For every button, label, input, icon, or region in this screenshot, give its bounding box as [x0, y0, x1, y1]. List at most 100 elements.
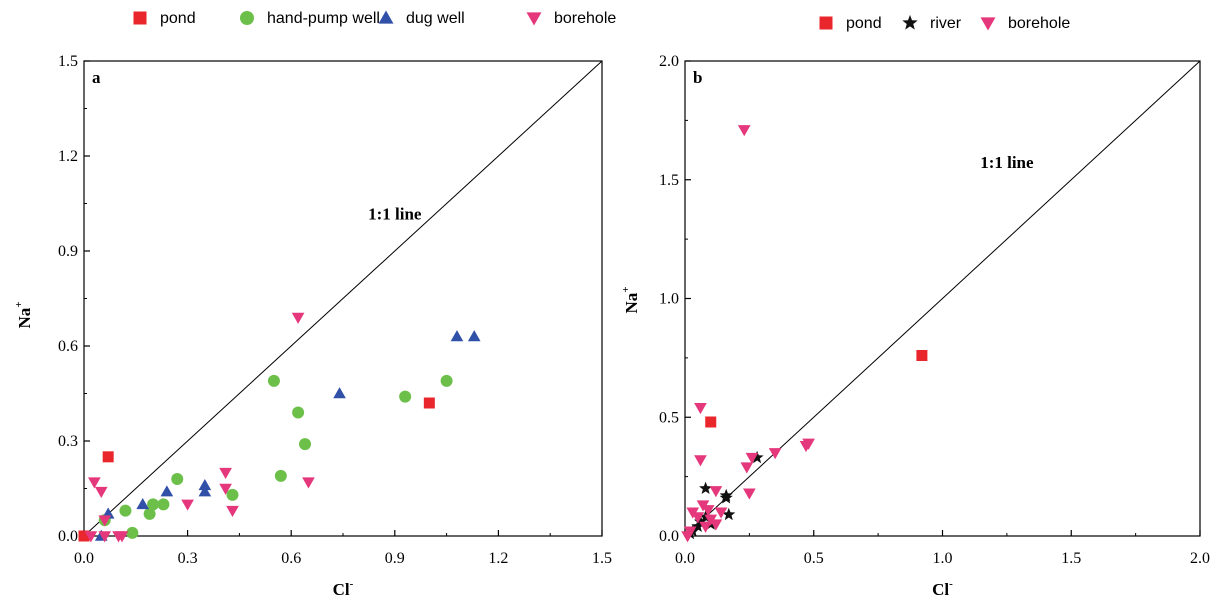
data-point	[160, 485, 174, 497]
y-axis-title-sup: +	[13, 301, 25, 307]
x-tick-label: 0.0	[675, 550, 695, 567]
data-point	[102, 451, 114, 463]
panel-tag: b	[693, 68, 702, 87]
y-tick-label: 0.5	[659, 409, 679, 426]
y-tick-label: 1.2	[58, 148, 78, 165]
series-dug-well	[94, 330, 481, 541]
legend: pond river borehole	[819, 14, 1070, 32]
data-point	[745, 452, 759, 464]
data-point	[705, 416, 717, 428]
y-tick-label: 0.3	[58, 433, 78, 450]
x-axis-title: Cl-	[932, 578, 953, 599]
legend-label: borehole	[554, 10, 616, 27]
x-tick-label: 0.5	[804, 550, 824, 567]
data-point	[440, 374, 453, 387]
legend-marker	[980, 17, 996, 31]
data-point	[740, 462, 754, 474]
data-point	[916, 350, 928, 361]
data-point	[291, 312, 305, 324]
y-tick-label: 1.5	[58, 53, 78, 70]
data-point	[302, 477, 315, 489]
data-point	[399, 390, 412, 403]
data-point	[157, 498, 170, 511]
y-axis-title-main: Na	[15, 307, 34, 328]
legend-marker	[378, 10, 394, 24]
data-point	[722, 507, 736, 521]
x-tick-label: 1.0	[933, 550, 953, 567]
data-point	[699, 521, 712, 533]
series-borehole	[681, 125, 815, 543]
data-point	[115, 531, 129, 543]
y-axis-title: Na+	[13, 301, 34, 328]
x-tick-label: 1.2	[488, 550, 508, 567]
data-point	[802, 438, 815, 450]
data-point	[143, 507, 156, 520]
data-point	[267, 374, 280, 387]
data-point	[147, 498, 160, 511]
legend-marker	[526, 12, 542, 26]
data-point	[423, 397, 435, 409]
legend-marker	[819, 16, 833, 30]
data-point	[78, 530, 90, 542]
data-point	[693, 514, 707, 528]
x-tick-label: 0.9	[385, 550, 405, 567]
panel-a: pond hand-pump well dug well borehole 1:1 li…	[13, 10, 616, 599]
data-point	[750, 450, 764, 464]
data-point	[274, 469, 287, 482]
y-tick-label: 0.0	[58, 528, 78, 545]
legend-marker	[240, 11, 254, 25]
data-point	[198, 479, 212, 491]
data-point	[171, 473, 184, 485]
data-point	[94, 486, 108, 498]
data-point	[681, 531, 694, 543]
data-point	[709, 486, 723, 498]
data-point	[88, 477, 101, 489]
legend: pond hand-pump well dug well borehole	[133, 10, 616, 27]
x-tick-label: 0.6	[281, 550, 301, 567]
x-axis-title-sup: -	[949, 578, 953, 590]
panel-b: pond river borehole 1:1 line b 0.0 0.5 1.0 1.5 2.…	[620, 14, 1210, 599]
data-point	[98, 515, 112, 527]
data-point	[768, 448, 782, 460]
x-axis-title-sup: -	[350, 578, 354, 590]
data-point	[719, 491, 733, 504]
data-point	[694, 455, 707, 467]
x-tick-label: 1.5	[592, 550, 612, 567]
data-point	[84, 531, 98, 543]
legend-marker	[902, 14, 918, 30]
x-tick-label: 0.3	[178, 550, 198, 567]
data-point	[691, 512, 705, 524]
data-point	[136, 498, 150, 510]
legend-label: river	[930, 15, 962, 32]
data-point	[699, 481, 713, 495]
series-pond	[705, 350, 928, 428]
x-tick-label: 0.0	[74, 550, 94, 567]
data-point	[119, 504, 132, 517]
x-axis-title-main: Cl	[333, 580, 350, 599]
x-axis-title-main: Cl	[932, 580, 949, 599]
x-tick-label: 2.0	[1190, 550, 1210, 567]
data-point	[450, 330, 464, 342]
reference-line	[83, 60, 603, 537]
data-point	[219, 467, 232, 479]
y-axis-title-sup: +	[620, 286, 632, 292]
data-point	[714, 507, 728, 519]
reference-line	[684, 60, 1201, 537]
data-point	[333, 387, 346, 399]
data-point	[226, 488, 239, 501]
data-point	[743, 488, 756, 500]
y-axis-title: Na+	[620, 286, 641, 313]
legend-label: borehole	[1008, 15, 1070, 32]
y-tick-label: 0.9	[58, 243, 78, 260]
data-point	[98, 531, 112, 543]
data-point	[701, 505, 715, 517]
reference-line-label: 1:1 line	[368, 204, 422, 223]
data-point	[737, 125, 751, 137]
data-point	[292, 406, 305, 419]
data-point	[691, 519, 705, 533]
legend-label: dug well	[406, 10, 465, 27]
data-point	[126, 526, 139, 539]
panel-tag: a	[92, 68, 101, 87]
series-hand-pump-well	[98, 374, 453, 539]
